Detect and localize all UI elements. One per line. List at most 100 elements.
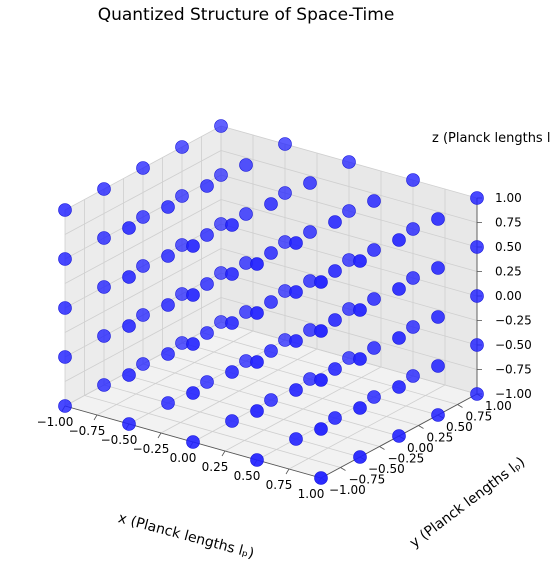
z-tick-label: 0.25 <box>495 265 522 279</box>
data-point <box>314 422 328 436</box>
data-point <box>470 240 484 254</box>
data-point <box>328 215 342 229</box>
data-point <box>342 155 356 169</box>
data-point <box>136 161 150 175</box>
data-point <box>136 308 150 322</box>
data-point <box>200 375 214 389</box>
z-tick-label: −0.50 <box>495 338 532 352</box>
data-point <box>161 200 175 214</box>
data-point <box>175 140 189 154</box>
x-tick-label: −0.50 <box>101 433 138 447</box>
data-point <box>97 231 111 245</box>
data-point <box>406 222 420 236</box>
data-point <box>314 275 328 289</box>
chart-points <box>58 119 484 485</box>
data-point <box>161 298 175 312</box>
data-point <box>136 210 150 224</box>
z-tick-label: −0.75 <box>495 363 532 377</box>
data-point <box>97 182 111 196</box>
data-point <box>136 357 150 371</box>
y-tick-label: 0.50 <box>446 420 473 434</box>
data-point <box>314 324 328 338</box>
data-point <box>314 471 328 485</box>
x-tick-mark <box>93 414 98 421</box>
z-axis-label: z (Planck lengths lp) <box>432 131 550 146</box>
data-point <box>367 390 381 404</box>
data-point <box>97 378 111 392</box>
z-tick-label: 0.00 <box>495 289 522 303</box>
data-point <box>161 396 175 410</box>
data-point <box>328 362 342 376</box>
y-tick-label: 0.00 <box>407 441 434 455</box>
data-point <box>250 306 264 320</box>
data-point <box>264 393 278 407</box>
data-point <box>250 257 264 271</box>
data-point <box>431 359 445 373</box>
y-tick-label: −0.75 <box>349 473 386 487</box>
grid-line <box>220 150 478 223</box>
z-tick-label: −1.00 <box>495 387 532 401</box>
data-point <box>97 280 111 294</box>
grid-line <box>224 366 382 452</box>
data-point <box>289 432 303 446</box>
data-point <box>353 450 367 464</box>
data-point <box>314 373 328 387</box>
z-tick-label: −0.25 <box>495 314 532 328</box>
data-point <box>264 295 278 309</box>
x-tick-label: 0.00 <box>170 451 197 465</box>
x-tick-label: 1.00 <box>298 487 325 501</box>
grid-line <box>64 199 222 284</box>
data-point <box>175 189 189 203</box>
chart-tick-labels: −1.00−1.00−1.00−0.75−0.75−0.75−0.50−0.50… <box>37 191 532 501</box>
data-point <box>406 369 420 383</box>
chart-grid <box>64 125 478 479</box>
data-point <box>431 212 445 226</box>
data-point <box>470 387 484 401</box>
x-tick-label: 0.75 <box>266 478 293 492</box>
grid-line <box>288 384 446 470</box>
data-point <box>289 285 303 299</box>
y-tick-mark <box>418 425 424 429</box>
data-point <box>342 204 356 218</box>
grid-line <box>64 150 222 235</box>
z-tick-label: 0.75 <box>495 216 522 230</box>
data-point <box>367 194 381 208</box>
data-point <box>289 236 303 250</box>
data-point <box>392 282 406 296</box>
data-point <box>225 316 239 330</box>
y-axis-label: y (Planck lengths lₚ) <box>407 454 528 551</box>
y-tick-mark <box>340 467 346 471</box>
data-point <box>264 344 278 358</box>
data-point <box>161 249 175 263</box>
y-tick-label: −1.00 <box>329 483 366 497</box>
data-point <box>353 254 367 268</box>
data-point <box>122 319 136 333</box>
x-tick-mark <box>157 432 162 439</box>
data-point <box>431 310 445 324</box>
data-point <box>225 414 239 428</box>
grid-line <box>220 199 478 272</box>
data-point <box>328 411 342 425</box>
data-point <box>278 137 292 151</box>
data-point <box>328 313 342 327</box>
data-point <box>250 355 264 369</box>
data-point <box>58 252 72 266</box>
x-tick-label: 0.50 <box>234 469 261 483</box>
x-tick-label: −1.00 <box>37 415 74 429</box>
data-point <box>239 158 253 172</box>
data-point <box>328 264 342 278</box>
data-point <box>470 338 484 352</box>
data-point <box>392 380 406 394</box>
y-tick-label: −0.25 <box>388 452 425 466</box>
data-point <box>161 347 175 361</box>
chart-title: Quantized Structure of Space-Time <box>98 5 395 25</box>
data-point <box>186 288 200 302</box>
data-point <box>406 271 420 285</box>
y-tick-label: 0.75 <box>466 410 493 424</box>
data-point <box>353 303 367 317</box>
data-point <box>303 225 317 239</box>
data-point <box>239 207 253 221</box>
data-point <box>186 337 200 351</box>
data-point <box>186 386 200 400</box>
